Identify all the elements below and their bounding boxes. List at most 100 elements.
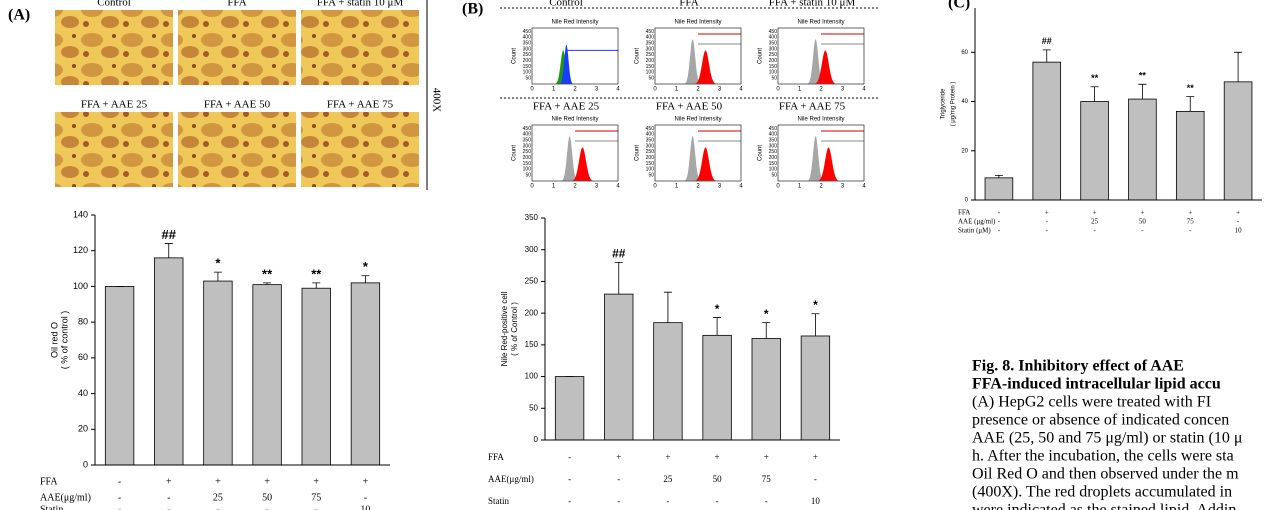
treatment-label: AAE(μg/ml) [40,492,91,503]
flow-frame [777,27,865,85]
treatment-cell: - [1093,227,1096,235]
treatment-cell: + [215,476,221,487]
micrograph [301,10,419,85]
y-tick-label: 50 [529,403,538,412]
flow-title: Nile Red Intensity [551,20,598,26]
panel-label: (A) [8,7,30,24]
bar [751,338,781,441]
treatment-cell: + [1045,209,1049,217]
treatment-cell: 75 [1187,218,1195,226]
caption-line: presence or absence of indicated concen [972,412,1229,429]
flow-frame [654,124,742,182]
histogram [684,39,701,84]
treatment-cell: - [617,496,620,506]
treatment-cell: - [814,474,817,484]
bar [1080,101,1109,201]
y-axis-label: ( % of control ) [59,311,69,370]
flow-xtick: 1 [675,184,679,190]
flow-ytick: 200 [523,58,532,64]
treatment-label: FFA [958,209,970,217]
treatment-cell: - [1189,227,1192,235]
flow-ytick: 200 [646,155,655,161]
flow-xtick: 3 [718,87,722,93]
flow-ytick: 100 [646,167,655,173]
y-axis-label: Oil red O [49,322,59,358]
flow-ylabel: Count [512,48,518,64]
flow-xtick: 2 [573,184,577,190]
bar [350,282,381,466]
flow-ytick: 200 [769,58,778,64]
flow-ylabel: Count [758,48,764,64]
flow-ytick: 100 [646,70,655,76]
error-bar [811,313,820,336]
flow-ytick: 400 [523,35,532,41]
flow-title: Nile Red Intensity [797,117,844,123]
flow-ytick: 200 [523,155,532,161]
flow-ytick: 450 [769,126,778,132]
bar [604,293,634,441]
treatment-cell: - [666,496,669,506]
flow-xtick: 1 [675,87,679,93]
flow-ytick: 250 [646,52,655,58]
significance: * [215,256,221,271]
significance: ** [1139,71,1147,81]
y-tick-label: 140 [73,209,88,219]
flow-xtick: 2 [573,87,577,93]
error-bar [614,262,623,295]
y-tick-label: 40 [78,388,88,398]
treatment-cell: + [764,452,769,462]
treatment-cell: - [216,504,219,510]
treatment-cell: - [568,474,571,484]
histogram [684,136,701,181]
treatment-label: FFA [40,476,58,487]
flow-xtick: 2 [819,87,823,93]
error-bar [762,322,771,339]
flow-ytick: 150 [769,64,778,70]
photo-label: FFA + AAE 50 [204,99,271,111]
flow-title: Nile Red Intensity [797,20,844,26]
flow-frame [654,27,742,85]
flow-xtick: 3 [595,87,599,93]
error-bar [994,174,1003,178]
significance: * [715,302,720,316]
flow-ytick: 150 [646,64,655,70]
flow-ytick: 150 [646,161,655,167]
treatment-cell: - [265,504,268,510]
bar [1175,110,1205,201]
flow-ylabel: Count [635,145,641,161]
flow-ytick: 50 [648,75,654,81]
flow-title: Nile Red Intensity [674,117,721,123]
flow-xtick: 0 [530,87,534,93]
treatment-cell: + [1188,209,1192,217]
treatment-cell: 50 [713,474,723,484]
flow-ytick: 300 [523,143,532,149]
bar [252,284,282,466]
histogram [818,147,839,181]
flow-ytick: 50 [648,172,654,178]
bar [653,322,683,441]
bar [702,334,732,441]
flow-label: FFA + statin 10 μM [769,0,856,9]
error-bar [1234,51,1243,82]
caption-line: FFA-induced intracellular lipid accu [972,376,1221,393]
flow-ytick: 300 [523,46,532,52]
flow-xtick: 0 [653,184,657,190]
flow-ytick: 150 [769,161,778,167]
micrograph [178,112,296,187]
panel-label: (C) [948,0,970,12]
treatment-cell: - [716,496,719,506]
significance: * [764,307,769,321]
treatment-cell: + [363,476,369,487]
error-bar [1090,86,1099,102]
flow-xtick: 0 [530,184,534,190]
treatment-cell: - [568,452,571,462]
flow-ytick: 300 [646,46,655,52]
histogram [572,147,593,181]
flow-ytick: 450 [646,126,655,132]
flow-xtick: 2 [696,184,700,190]
flow-ytick: 350 [523,40,532,46]
bar [1032,61,1062,201]
flow-ytick: 200 [769,155,778,161]
treatment-cell: - [1046,227,1049,235]
